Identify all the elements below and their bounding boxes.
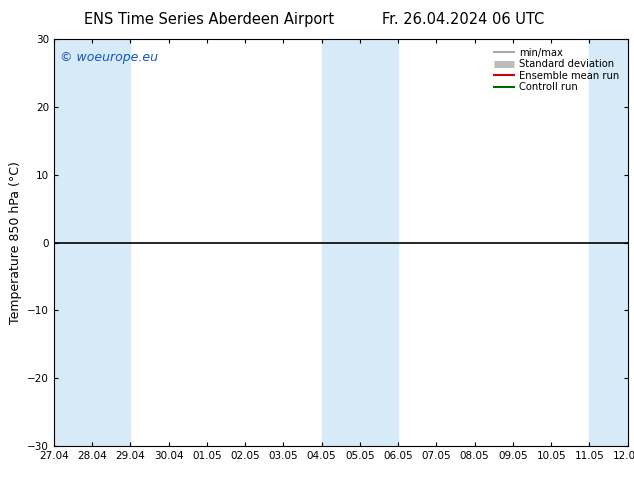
Text: Fr. 26.04.2024 06 UTC: Fr. 26.04.2024 06 UTC [382, 12, 544, 27]
Text: ENS Time Series Aberdeen Airport: ENS Time Series Aberdeen Airport [84, 12, 334, 27]
Legend: min/max, Standard deviation, Ensemble mean run, Controll run: min/max, Standard deviation, Ensemble me… [491, 45, 622, 95]
Bar [321, 39, 398, 446]
Y-axis label: Temperature 850 hPa (°C): Temperature 850 hPa (°C) [9, 161, 22, 324]
Text: © woeurope.eu: © woeurope.eu [60, 51, 158, 64]
Bar [590, 39, 628, 446]
Bar [54, 39, 131, 446]
